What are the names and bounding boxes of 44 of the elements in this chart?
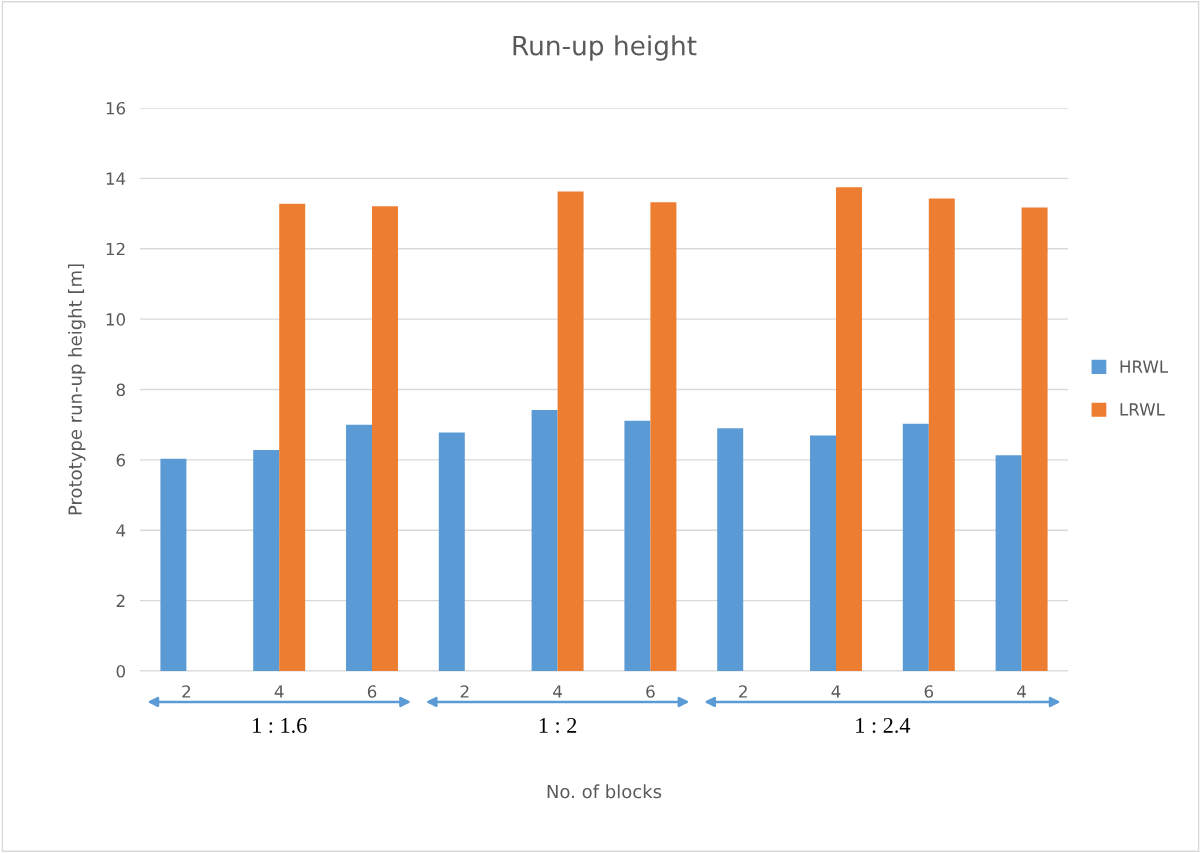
y-axis-title: Prototype run-up height [m] <box>67 264 86 515</box>
bar <box>995 455 1022 671</box>
chart-title: Run-up height <box>513 35 697 61</box>
y-tick-label: 4 <box>116 524 126 537</box>
x-tick-label: 4 <box>1017 685 1026 698</box>
bar <box>902 423 929 671</box>
y-tick-label: 16 <box>106 101 126 115</box>
text: 1 : 1.6 <box>253 717 307 733</box>
bar <box>253 450 280 671</box>
x-tick-label: 2 <box>739 685 747 698</box>
y-tick-label: 8 <box>116 383 125 397</box>
legend-label: HRWL <box>1120 360 1169 373</box>
text: 1 : 2 <box>539 717 577 733</box>
bar <box>928 198 955 671</box>
bar <box>624 420 651 671</box>
y-tick-label: 12 <box>106 242 125 256</box>
bar <box>1021 207 1048 671</box>
x-tick-label: 6 <box>646 685 655 698</box>
x-axis-title: No. of blocks <box>547 784 662 799</box>
y-tick-label: 2 <box>116 594 125 607</box>
bar <box>372 206 398 671</box>
x-tick-label: 2 <box>182 685 191 698</box>
x-tick-label: 4 <box>274 685 284 698</box>
bar <box>279 203 306 671</box>
bar <box>531 409 558 671</box>
bar <box>346 424 372 671</box>
x-tick-label: 4 <box>831 685 841 698</box>
x-tick-label: 6 <box>367 685 377 698</box>
bar <box>650 202 677 671</box>
bar <box>438 432 465 671</box>
bar <box>160 458 187 671</box>
legend-label: LRWL <box>1120 403 1165 416</box>
x-tick-label: 6 <box>924 685 934 698</box>
bar <box>810 435 836 671</box>
bar <box>717 428 744 671</box>
text: 1 : 2.4 <box>856 717 911 733</box>
bar <box>836 187 862 671</box>
x-tick-label: 2 <box>460 685 469 698</box>
y-tick-label: 14 <box>106 172 126 185</box>
bar <box>557 191 584 671</box>
x-tick-label: 4 <box>553 685 562 698</box>
y-tick-label: 10 <box>106 313 125 326</box>
y-tick-label: 6 <box>116 453 126 467</box>
y-tick-label: 0 <box>116 664 125 678</box>
